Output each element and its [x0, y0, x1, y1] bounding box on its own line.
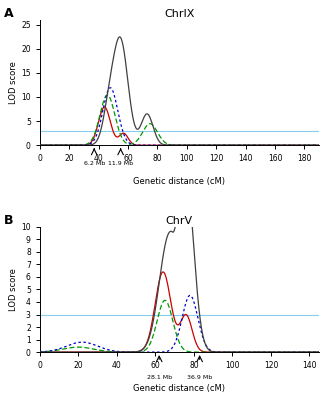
Title: ChrIX: ChrIX [164, 9, 195, 19]
Title: ChrV: ChrV [166, 216, 193, 226]
X-axis label: Genetic distance (cM): Genetic distance (cM) [133, 177, 225, 186]
Text: 11.9 Mb: 11.9 Mb [108, 161, 133, 166]
Y-axis label: LOD score: LOD score [9, 268, 18, 311]
Text: 6.2 Mb: 6.2 Mb [83, 161, 105, 166]
Text: 28.1 Mb: 28.1 Mb [147, 375, 172, 380]
Text: A: A [4, 7, 13, 20]
Y-axis label: LOD score: LOD score [9, 61, 18, 104]
Text: 36.9 Mb: 36.9 Mb [187, 375, 212, 380]
X-axis label: Genetic distance (cM): Genetic distance (cM) [133, 384, 225, 393]
Text: B: B [4, 214, 13, 227]
